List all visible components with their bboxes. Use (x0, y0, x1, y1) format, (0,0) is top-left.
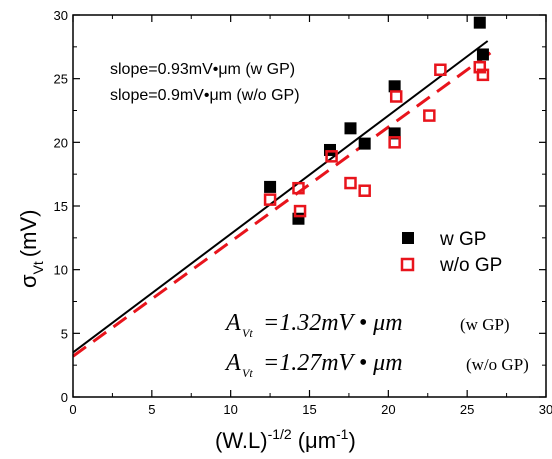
legend-label-wogp: w/o GP (439, 255, 502, 276)
legend-label-wgp: w GP (439, 229, 486, 250)
legend: w GP w/o GP (400, 229, 502, 276)
avt-wogp-subscript: Vt (242, 366, 253, 380)
data-point-wogp (434, 63, 447, 77)
data-point-wogp (292, 181, 305, 195)
slope-annotation-wogp: slope=0.9mV•μm (w/o GP) (110, 87, 300, 104)
x-tick-label: 30 (539, 402, 552, 417)
data-point-wogp (388, 136, 401, 149)
avt-wogp-value: =1.27mV • μm (263, 350, 403, 376)
x-tick-label: 10 (223, 402, 237, 417)
data-point-wogp (293, 204, 307, 218)
data-point-wogp (263, 193, 277, 206)
data-point-wgp (476, 48, 489, 61)
x-axis-label: (W.L)-1/2 (μm-1) (215, 426, 356, 453)
y-tick-label: 0 (61, 390, 68, 405)
data-point-wgp (344, 122, 357, 135)
avt-annotation-wgp: A Vt =1.32mV • μm (w GP) (224, 310, 510, 340)
x-tick-label: 25 (460, 402, 474, 417)
y-tick-label: 15 (54, 199, 68, 214)
fit-line-wogp (72, 46, 499, 358)
avt-wgp-value: =1.32mV • μm (263, 310, 403, 336)
y-axis-label-subscript: Vt (30, 261, 46, 274)
data-point-wogp (325, 150, 338, 163)
x-tick-label: 0 (69, 402, 76, 417)
avt-wgp-tag: (w GP) (460, 315, 510, 334)
legend-marker-wogp (400, 257, 415, 272)
data-point-wgp (358, 137, 371, 150)
y-axis-label-unit: (mV) (16, 210, 41, 258)
y-tick-label: 10 (54, 263, 68, 278)
x-axis-label-unit-exponent: -1 (336, 426, 349, 442)
y-tick-label: 30 (54, 8, 68, 23)
x-axis-label-close: ) (348, 428, 355, 453)
x-axis-label-exponent: -1/2 (268, 426, 292, 442)
data-point-wgp (264, 180, 277, 193)
data-point-wogp (344, 176, 357, 190)
avt-wogp-tag: (w/o GP) (466, 355, 529, 374)
data-point-wogp (358, 184, 371, 197)
data-point-wgp (388, 80, 401, 93)
data-point-wgp (473, 16, 486, 29)
y-axis-label-symbol: σ (16, 274, 41, 288)
data-point-wogp (476, 68, 490, 82)
avt-wgp-subscript: Vt (242, 326, 253, 340)
y-tick-label: 25 (54, 72, 68, 87)
data-point-wogp (473, 60, 487, 74)
x-tick-label: 20 (381, 402, 395, 417)
legend-marker-wgp (402, 232, 414, 244)
x-axis-label-unit: (μm (298, 428, 336, 453)
y-axis-label: σVt (mV) (16, 210, 46, 288)
avt-wgp-symbol: A (224, 310, 241, 336)
data-point-wogp (423, 109, 436, 122)
slope-annotation-wgp: slope=0.93mV•μm (w GP) (110, 61, 295, 78)
y-tick-label: 5 (61, 326, 68, 341)
x-axis-label-main: (W.L) (215, 428, 268, 453)
x-tick-label: 15 (302, 402, 316, 417)
x-tick-label: 5 (148, 402, 155, 417)
fit-line-wgp (72, 40, 489, 354)
avt-wogp-symbol: A (224, 350, 241, 376)
avt-annotation-wogp: A Vt =1.27mV • μm (w/o GP) (224, 350, 529, 380)
data-point-wogp (389, 90, 403, 103)
y-tick-label: 20 (54, 135, 68, 150)
